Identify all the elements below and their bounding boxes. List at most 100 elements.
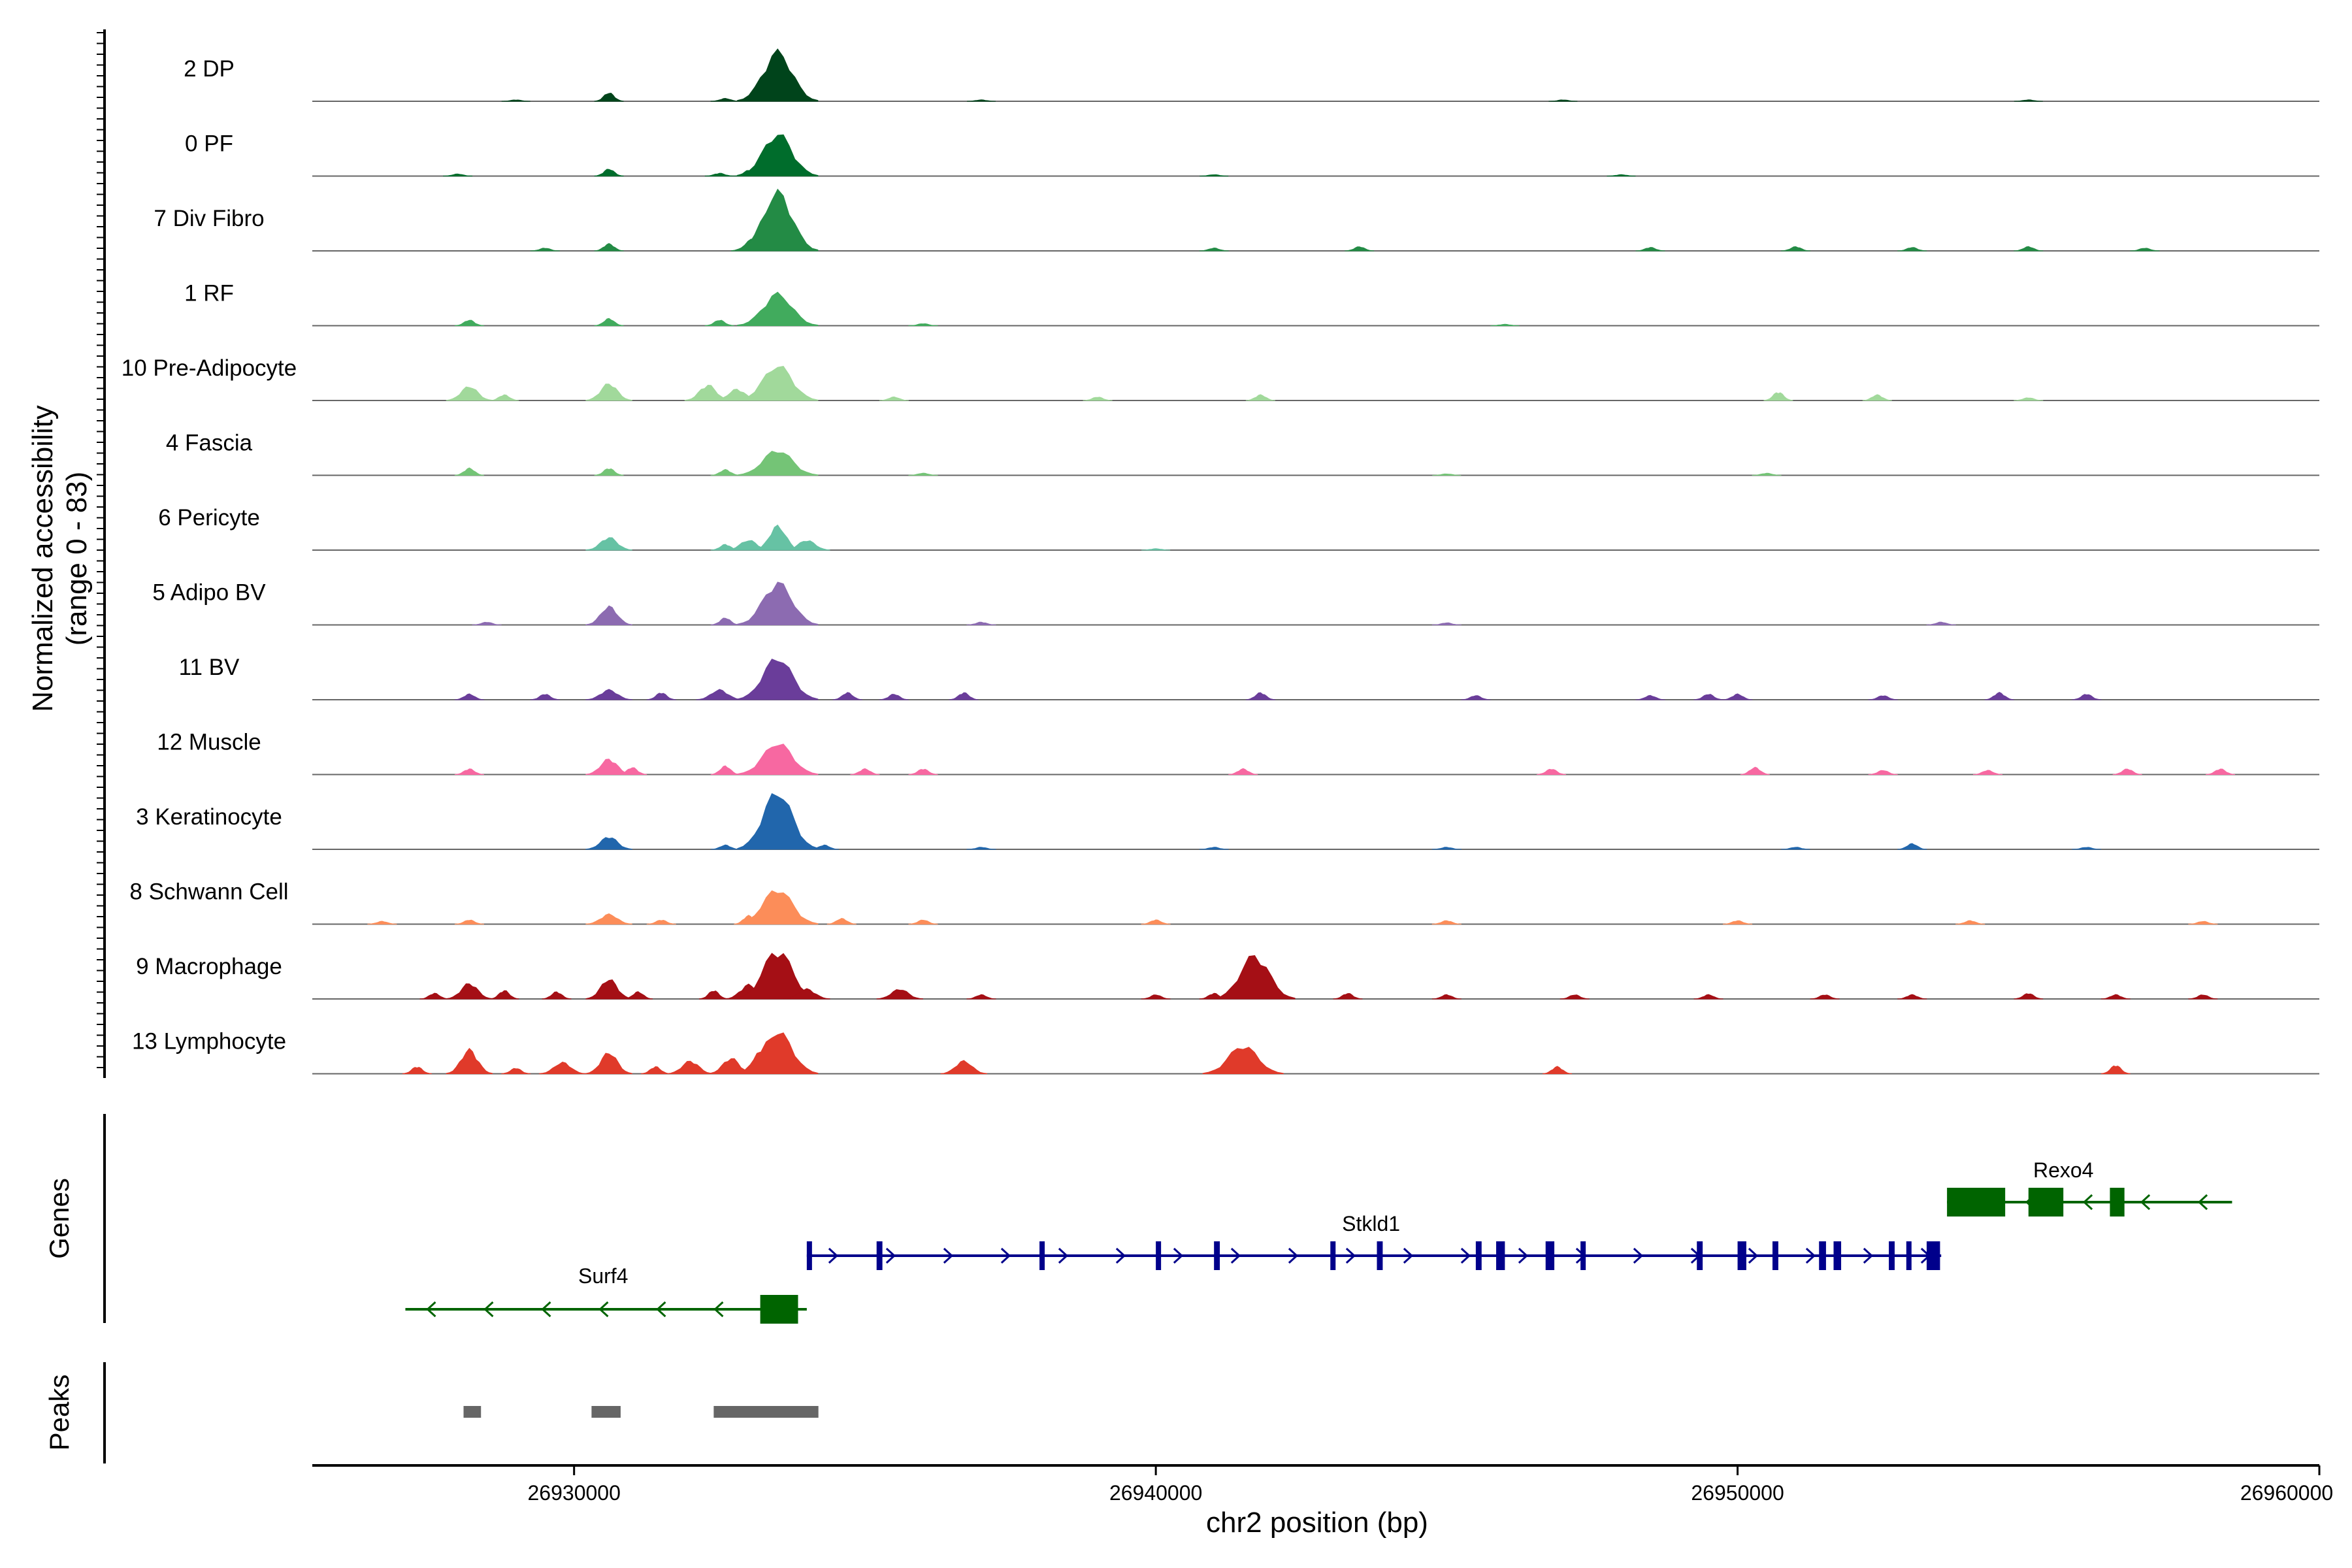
coverage-peak	[710, 97, 740, 102]
coverage-peak	[1490, 323, 1520, 326]
x-tick-label: 26950000	[1691, 1481, 1784, 1505]
coverage-peak	[646, 693, 676, 700]
peak-region	[591, 1406, 621, 1418]
coverage-peak	[1202, 1047, 1284, 1074]
coverage-peak	[1141, 919, 1171, 924]
coverage-peak	[2014, 246, 2044, 252]
coverage-peak	[737, 366, 819, 401]
strand-arrow	[1460, 1247, 1471, 1264]
coverage-peak	[1926, 621, 1956, 625]
coverage-peak	[832, 692, 862, 700]
coverage-peak	[454, 768, 484, 775]
track-label: 3 Keratinocyte	[136, 804, 282, 830]
strand-arrow	[1173, 1247, 1184, 1264]
strand-arrow	[2197, 1194, 2208, 1211]
exon	[2110, 1188, 2125, 1217]
coverage-peak	[1537, 768, 1567, 775]
track-label: 4 Fascia	[166, 431, 253, 456]
strand-arrow	[1000, 1247, 1011, 1264]
track-label: 9 Macrophage	[136, 954, 282, 979]
coverage-peak	[1200, 174, 1229, 176]
coverage-peak	[501, 1068, 531, 1074]
coverage-peak	[783, 540, 830, 551]
exon	[1377, 1241, 1383, 1270]
coverage-peak	[2014, 993, 2044, 1000]
peaks-panel-title: Peaks	[44, 1375, 74, 1451]
coverage-peak	[710, 765, 740, 775]
exon	[1156, 1241, 1162, 1270]
coverage-peak	[1897, 994, 1927, 1000]
coverage-peak	[1810, 994, 1840, 1000]
coverage-peak	[1763, 392, 1793, 401]
coverage-peak	[446, 386, 493, 401]
x-axis-ticks: 26930000 26940000 26950000 26960000	[528, 1465, 2333, 1505]
coverage-peak	[585, 1053, 632, 1074]
coverage-peak	[1723, 693, 1753, 700]
coverage-peak	[2014, 99, 2043, 102]
strand-arrow	[885, 1247, 896, 1264]
coverage-peak	[2188, 921, 2218, 924]
coverage-peak	[1432, 473, 1462, 476]
gene-label: Stkld1	[1342, 1212, 1400, 1235]
coverage-peak	[737, 1032, 819, 1074]
track-label: 6 Pericyte	[158, 505, 260, 531]
coverage-peak	[1693, 694, 1723, 700]
genes-panel-title: Genes	[44, 1178, 74, 1259]
coverage-peak	[454, 319, 484, 326]
exon	[1475, 1241, 1482, 1270]
coverage-peak	[1141, 548, 1171, 551]
coverage-peak	[940, 1060, 987, 1074]
coverage-peak	[1345, 246, 1375, 252]
track: 0 PF	[185, 131, 2319, 177]
coverage-peak	[594, 92, 624, 102]
strand-arrow	[1230, 1247, 1241, 1264]
coverage-peak	[585, 537, 632, 551]
track-label: 12 Muscle	[157, 730, 261, 755]
track: 8 Schwann Cell	[129, 879, 2319, 925]
coverage-peak	[419, 992, 449, 1000]
coverage-peak	[1199, 247, 1229, 252]
exon	[1697, 1241, 1703, 1270]
exon	[876, 1241, 883, 1270]
exon	[806, 1241, 812, 1270]
coverage-peak	[1083, 397, 1113, 401]
coverage-peak	[1548, 99, 1578, 102]
strand-arrow	[1748, 1247, 1759, 1264]
coverage-peak	[1199, 847, 1229, 850]
coverage-peak	[710, 844, 740, 850]
coverage-peak	[489, 990, 519, 1000]
coverage-peak	[737, 793, 819, 850]
coverage-peak	[640, 1066, 670, 1074]
exon	[1330, 1241, 1336, 1270]
gene: Rexo4	[1947, 1158, 2232, 1217]
track-label: 5 Adipo BV	[152, 580, 266, 606]
strand-arrow	[1518, 1247, 1529, 1264]
exon	[1772, 1241, 1778, 1270]
x-tick-label: 26960000	[2240, 1481, 2333, 1505]
coverage-peak	[2072, 694, 2102, 700]
coverage-peak	[737, 291, 819, 326]
coverage-peak	[1635, 694, 1665, 700]
coverage-peak	[472, 621, 502, 625]
coverage-peak	[1431, 920, 1462, 924]
coverage-peak	[710, 617, 740, 625]
strand-arrow	[1863, 1247, 1874, 1264]
coverage-peak	[1868, 770, 1898, 775]
peak-region	[713, 1406, 819, 1418]
coverage-peak	[704, 319, 734, 326]
track-label: 10 Pre-Adipocyte	[122, 355, 297, 381]
coverage-peak	[2112, 768, 2142, 775]
peak-regions	[463, 1406, 819, 1418]
exon	[1580, 1241, 1586, 1270]
coverage-peak	[542, 991, 572, 1000]
track-label: 1 RF	[184, 281, 234, 306]
coverage-peak	[454, 693, 484, 700]
coverage-peak	[2188, 994, 2218, 1000]
track: 12 Muscle	[157, 730, 2319, 776]
track: 1 RF	[184, 281, 2319, 327]
coverage-peak	[908, 323, 938, 326]
coverage-peak	[710, 468, 740, 476]
coverage-peak	[737, 890, 819, 924]
coverage-peak	[737, 743, 819, 775]
exon	[1833, 1241, 1842, 1270]
